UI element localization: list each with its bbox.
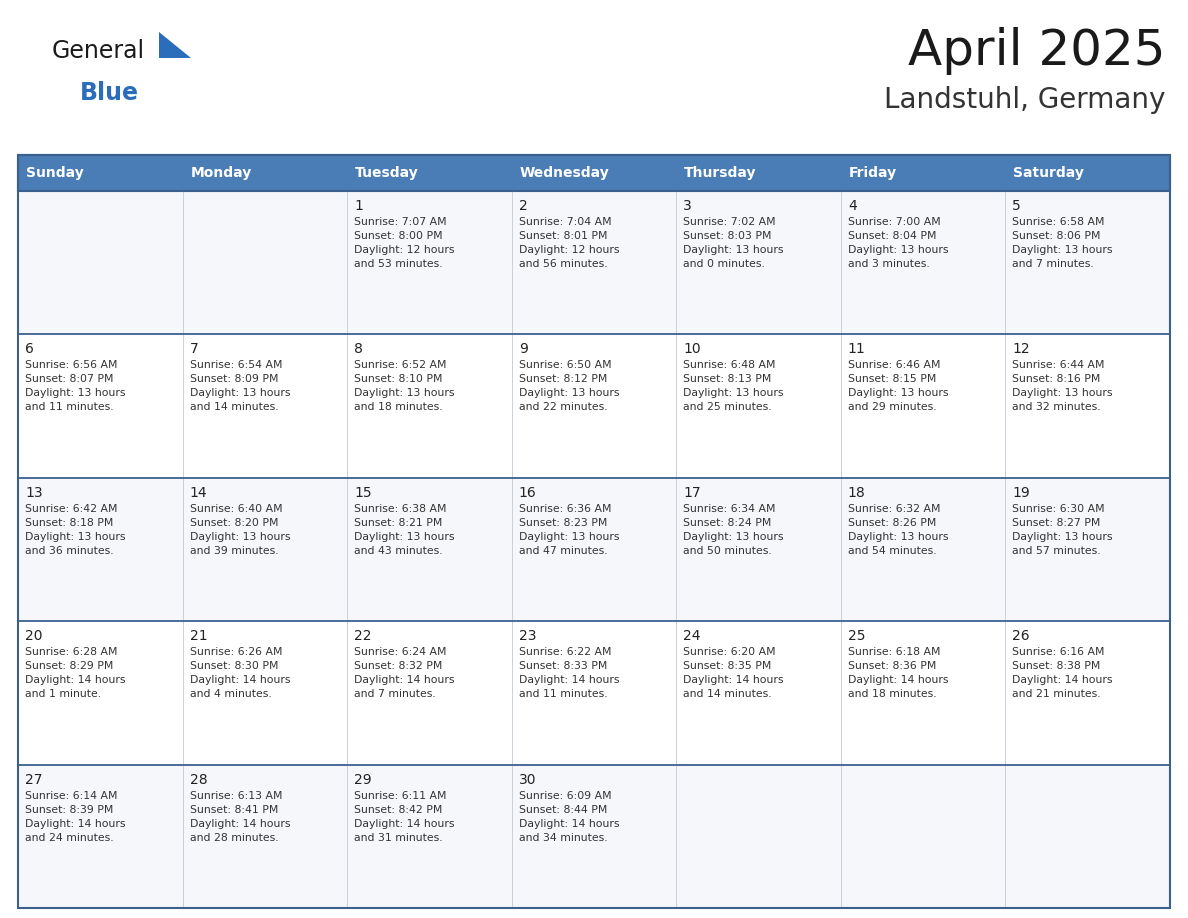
Text: 17: 17 <box>683 486 701 499</box>
FancyBboxPatch shape <box>18 155 183 191</box>
Text: 13: 13 <box>25 486 43 499</box>
Text: Sunrise: 6:50 AM
Sunset: 8:12 PM
Daylight: 13 hours
and 22 minutes.: Sunrise: 6:50 AM Sunset: 8:12 PM Dayligh… <box>519 361 619 412</box>
Text: 26: 26 <box>1012 629 1030 644</box>
Text: 23: 23 <box>519 629 536 644</box>
Text: Sunrise: 6:56 AM
Sunset: 8:07 PM
Daylight: 13 hours
and 11 minutes.: Sunrise: 6:56 AM Sunset: 8:07 PM Dayligh… <box>25 361 126 412</box>
Text: Sunrise: 6:16 AM
Sunset: 8:38 PM
Daylight: 14 hours
and 21 minutes.: Sunrise: 6:16 AM Sunset: 8:38 PM Dayligh… <box>1012 647 1113 700</box>
Text: 1: 1 <box>354 199 364 213</box>
Text: Saturday: Saturday <box>1013 166 1085 180</box>
Text: Landstuhl, Germany: Landstuhl, Germany <box>884 86 1165 114</box>
Text: Sunrise: 6:46 AM
Sunset: 8:15 PM
Daylight: 13 hours
and 29 minutes.: Sunrise: 6:46 AM Sunset: 8:15 PM Dayligh… <box>848 361 948 412</box>
Text: Sunrise: 6:09 AM
Sunset: 8:44 PM
Daylight: 14 hours
and 34 minutes.: Sunrise: 6:09 AM Sunset: 8:44 PM Dayligh… <box>519 790 619 843</box>
Text: 5: 5 <box>1012 199 1022 213</box>
Text: Tuesday: Tuesday <box>355 166 419 180</box>
FancyBboxPatch shape <box>18 621 1170 765</box>
Text: Sunrise: 7:00 AM
Sunset: 8:04 PM
Daylight: 13 hours
and 3 minutes.: Sunrise: 7:00 AM Sunset: 8:04 PM Dayligh… <box>848 217 948 269</box>
Text: Sunrise: 6:13 AM
Sunset: 8:41 PM
Daylight: 14 hours
and 28 minutes.: Sunrise: 6:13 AM Sunset: 8:41 PM Dayligh… <box>190 790 290 843</box>
FancyBboxPatch shape <box>841 155 1005 191</box>
Text: 20: 20 <box>25 629 43 644</box>
Text: 6: 6 <box>25 342 34 356</box>
Text: 8: 8 <box>354 342 364 356</box>
Text: 25: 25 <box>848 629 865 644</box>
Text: Sunrise: 6:20 AM
Sunset: 8:35 PM
Daylight: 14 hours
and 14 minutes.: Sunrise: 6:20 AM Sunset: 8:35 PM Dayligh… <box>683 647 784 700</box>
Text: Sunrise: 6:42 AM
Sunset: 8:18 PM
Daylight: 13 hours
and 36 minutes.: Sunrise: 6:42 AM Sunset: 8:18 PM Dayligh… <box>25 504 126 555</box>
Text: General: General <box>52 39 145 63</box>
Text: Sunrise: 6:52 AM
Sunset: 8:10 PM
Daylight: 13 hours
and 18 minutes.: Sunrise: 6:52 AM Sunset: 8:10 PM Dayligh… <box>354 361 455 412</box>
Text: 9: 9 <box>519 342 527 356</box>
Text: Sunrise: 6:38 AM
Sunset: 8:21 PM
Daylight: 13 hours
and 43 minutes.: Sunrise: 6:38 AM Sunset: 8:21 PM Dayligh… <box>354 504 455 555</box>
FancyBboxPatch shape <box>18 765 1170 908</box>
FancyBboxPatch shape <box>18 477 1170 621</box>
Text: 27: 27 <box>25 773 43 787</box>
Text: Sunrise: 7:04 AM
Sunset: 8:01 PM
Daylight: 12 hours
and 56 minutes.: Sunrise: 7:04 AM Sunset: 8:01 PM Dayligh… <box>519 217 619 269</box>
Text: Blue: Blue <box>80 81 139 105</box>
Text: Friday: Friday <box>849 166 897 180</box>
Text: 24: 24 <box>683 629 701 644</box>
Text: 15: 15 <box>354 486 372 499</box>
Text: Sunrise: 6:48 AM
Sunset: 8:13 PM
Daylight: 13 hours
and 25 minutes.: Sunrise: 6:48 AM Sunset: 8:13 PM Dayligh… <box>683 361 784 412</box>
Text: Sunrise: 6:54 AM
Sunset: 8:09 PM
Daylight: 13 hours
and 14 minutes.: Sunrise: 6:54 AM Sunset: 8:09 PM Dayligh… <box>190 361 290 412</box>
Text: 10: 10 <box>683 342 701 356</box>
Text: 7: 7 <box>190 342 198 356</box>
Text: 18: 18 <box>848 486 866 499</box>
Text: Sunrise: 7:07 AM
Sunset: 8:00 PM
Daylight: 12 hours
and 53 minutes.: Sunrise: 7:07 AM Sunset: 8:00 PM Dayligh… <box>354 217 455 269</box>
Text: 16: 16 <box>519 486 537 499</box>
Text: Sunday: Sunday <box>26 166 83 180</box>
FancyBboxPatch shape <box>183 155 347 191</box>
Text: Sunrise: 6:40 AM
Sunset: 8:20 PM
Daylight: 13 hours
and 39 minutes.: Sunrise: 6:40 AM Sunset: 8:20 PM Dayligh… <box>190 504 290 555</box>
Text: Sunrise: 6:28 AM
Sunset: 8:29 PM
Daylight: 14 hours
and 1 minute.: Sunrise: 6:28 AM Sunset: 8:29 PM Dayligh… <box>25 647 126 700</box>
Text: 30: 30 <box>519 773 536 787</box>
Text: Sunrise: 6:26 AM
Sunset: 8:30 PM
Daylight: 14 hours
and 4 minutes.: Sunrise: 6:26 AM Sunset: 8:30 PM Dayligh… <box>190 647 290 700</box>
Text: 28: 28 <box>190 773 207 787</box>
Text: 11: 11 <box>848 342 866 356</box>
FancyBboxPatch shape <box>18 191 1170 334</box>
Text: 22: 22 <box>354 629 372 644</box>
Text: Thursday: Thursday <box>684 166 757 180</box>
Text: Sunrise: 6:44 AM
Sunset: 8:16 PM
Daylight: 13 hours
and 32 minutes.: Sunrise: 6:44 AM Sunset: 8:16 PM Dayligh… <box>1012 361 1113 412</box>
FancyBboxPatch shape <box>676 155 841 191</box>
Text: Sunrise: 6:24 AM
Sunset: 8:32 PM
Daylight: 14 hours
and 7 minutes.: Sunrise: 6:24 AM Sunset: 8:32 PM Dayligh… <box>354 647 455 700</box>
Text: Sunrise: 6:18 AM
Sunset: 8:36 PM
Daylight: 14 hours
and 18 minutes.: Sunrise: 6:18 AM Sunset: 8:36 PM Dayligh… <box>848 647 948 700</box>
FancyBboxPatch shape <box>1005 155 1170 191</box>
Text: 19: 19 <box>1012 486 1030 499</box>
Text: Sunrise: 6:36 AM
Sunset: 8:23 PM
Daylight: 13 hours
and 47 minutes.: Sunrise: 6:36 AM Sunset: 8:23 PM Dayligh… <box>519 504 619 555</box>
FancyBboxPatch shape <box>18 334 1170 477</box>
Text: Sunrise: 6:34 AM
Sunset: 8:24 PM
Daylight: 13 hours
and 50 minutes.: Sunrise: 6:34 AM Sunset: 8:24 PM Dayligh… <box>683 504 784 555</box>
Text: 14: 14 <box>190 486 207 499</box>
Text: Wednesday: Wednesday <box>519 166 609 180</box>
Text: Sunrise: 6:58 AM
Sunset: 8:06 PM
Daylight: 13 hours
and 7 minutes.: Sunrise: 6:58 AM Sunset: 8:06 PM Dayligh… <box>1012 217 1113 269</box>
Text: Sunrise: 6:11 AM
Sunset: 8:42 PM
Daylight: 14 hours
and 31 minutes.: Sunrise: 6:11 AM Sunset: 8:42 PM Dayligh… <box>354 790 455 843</box>
Text: Sunrise: 6:22 AM
Sunset: 8:33 PM
Daylight: 14 hours
and 11 minutes.: Sunrise: 6:22 AM Sunset: 8:33 PM Dayligh… <box>519 647 619 700</box>
FancyBboxPatch shape <box>347 155 512 191</box>
FancyBboxPatch shape <box>512 155 676 191</box>
Text: Sunrise: 6:30 AM
Sunset: 8:27 PM
Daylight: 13 hours
and 57 minutes.: Sunrise: 6:30 AM Sunset: 8:27 PM Dayligh… <box>1012 504 1113 555</box>
Text: Sunrise: 6:14 AM
Sunset: 8:39 PM
Daylight: 14 hours
and 24 minutes.: Sunrise: 6:14 AM Sunset: 8:39 PM Dayligh… <box>25 790 126 843</box>
Text: 21: 21 <box>190 629 207 644</box>
Text: Sunrise: 6:32 AM
Sunset: 8:26 PM
Daylight: 13 hours
and 54 minutes.: Sunrise: 6:32 AM Sunset: 8:26 PM Dayligh… <box>848 504 948 555</box>
Text: Monday: Monday <box>190 166 252 180</box>
Polygon shape <box>159 32 191 58</box>
Text: 3: 3 <box>683 199 693 213</box>
Text: 2: 2 <box>519 199 527 213</box>
Text: 12: 12 <box>1012 342 1030 356</box>
Text: 4: 4 <box>848 199 857 213</box>
Text: April 2025: April 2025 <box>908 27 1165 75</box>
Text: 29: 29 <box>354 773 372 787</box>
Text: Sunrise: 7:02 AM
Sunset: 8:03 PM
Daylight: 13 hours
and 0 minutes.: Sunrise: 7:02 AM Sunset: 8:03 PM Dayligh… <box>683 217 784 269</box>
